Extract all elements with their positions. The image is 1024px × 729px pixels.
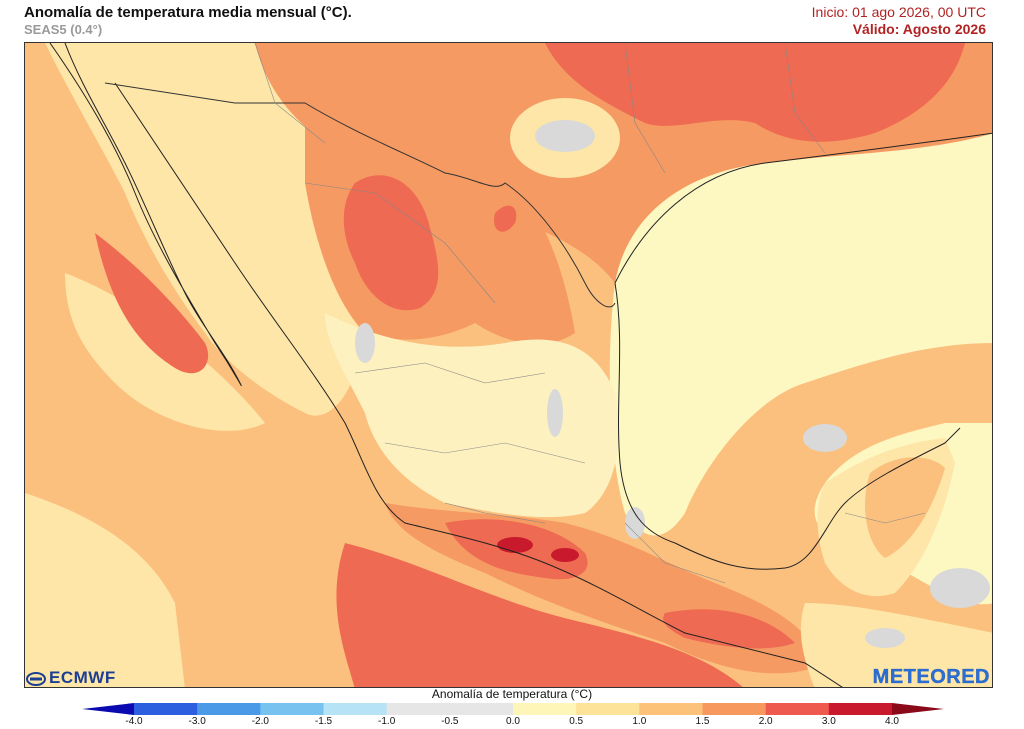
us-mexico-border [104,82,616,308]
map-title: Anomalía de temperatura media mensual (°… [24,4,352,21]
meteored-logo: METEORED [872,666,990,688]
colorbar-segment [134,703,198,715]
colorbar-tick-label: 1.0 [632,716,647,727]
coahuila-hot-spot [494,205,517,232]
colorbar-segment [828,703,893,715]
central-plateau [325,313,619,518]
south-pacific-hot [336,543,743,687]
colorbar-title: Anomalía de temperatura (°C) [431,687,593,701]
yucatan-warm [865,457,945,558]
valid-time: Válido: Agosto 2026 [852,21,986,37]
colorbar-tick-label: 2.0 [758,716,773,727]
map-canvas [25,43,992,687]
colorbar-tick-label: -4.0 [125,716,143,727]
header: Anomalía de temperatura media mensual (°… [0,0,1024,42]
ecmwf-text: ECMWF [49,668,116,687]
colorbar-tick-label: 0.0 [506,716,520,727]
gulf-coastline [614,282,961,570]
colorbar-segment [702,703,767,715]
pacific-light-patch [25,493,185,687]
colorbar [82,703,944,715]
neutral-spot-3 [625,507,645,539]
colorbar-segment [576,703,640,715]
colorbar-segment [386,703,451,715]
us-gulf-coastline [614,132,992,284]
colorbar-segment [323,703,388,715]
extreme-spot-1 [497,537,533,553]
pacific-hot-patch [95,233,209,374]
model-label: SEAS5 (0.4°) [24,22,103,37]
colorbar-tick-label: 3.0 [821,716,836,727]
colorbar-min-arrow [82,703,134,715]
guatemala-neutral [865,628,905,648]
neutral-spot-2 [547,389,563,437]
anomaly-map[interactable] [24,42,993,688]
pacific-coastline [114,82,843,687]
colorbar-tick-label: -0.5 [441,716,459,727]
colorbar-ticks: -4.0 -3.0 -2.0 -1.5 -1.0 -0.5 0.0 0.5 1.0 1.5 2.0 3… [0,716,1024,729]
colorbar-tick-label: 1.5 [695,716,710,727]
texas-neutral-spot [535,120,595,152]
colorbar-segment [197,703,261,715]
colorbar-segment [639,703,703,715]
init-time: Inicio: 01 ago 2026, 00 UTC [811,4,986,20]
state-borders [254,43,926,584]
ecmwf-mark-icon [26,671,46,686]
oaxaca-hot [663,609,795,649]
gulf-neutral-spot [803,424,847,452]
caribbean-neutral [930,568,990,608]
colorbar-segment [449,703,514,715]
colorbar-tick-label: -2.0 [251,716,269,727]
colorbar-segment [765,703,830,715]
us-hot-region [545,43,965,142]
neutral-spot-1 [355,323,375,363]
baja-california-coast [49,43,242,386]
ecmwf-logo: ECMWF [26,668,116,688]
colorbar-tick-label: 0.5 [569,716,584,727]
extreme-spot-2 [551,548,579,562]
colorbar-max-arrow [892,703,944,715]
colorbar-tick-label: -1.0 [378,716,396,727]
colorbar-segment [260,703,324,715]
colorbar-tick-label: -3.0 [188,716,206,727]
northwest-mexico-light [45,43,359,416]
chihuahua-hot [343,175,439,311]
colorbar-tick-label: -1.5 [314,716,333,727]
colorbar-segment [513,703,577,715]
colorbar-tick-label: 4.0 [885,716,899,727]
